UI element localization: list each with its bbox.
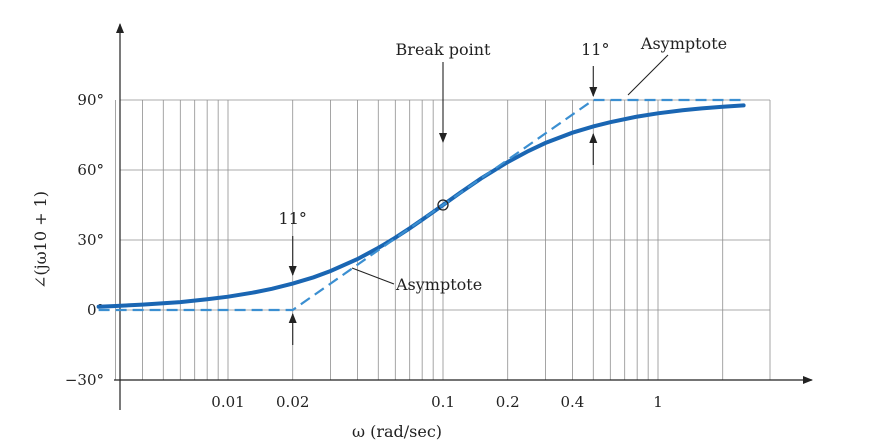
lower-asymptote-leader: [351, 267, 395, 285]
tick-labels: 0.01 0.02 0.1 0.2 0.4 190°60°30°0°−30°: [65, 91, 663, 411]
x-tick-label: 0.2: [496, 393, 520, 411]
y-tick-label: −30°: [65, 371, 104, 389]
x-tick-label: 0.4: [561, 393, 585, 411]
y-tick-label: 60°: [77, 161, 104, 179]
x-tick-label: 0.02: [276, 393, 309, 411]
x-tick-label: 0.01: [211, 393, 244, 411]
upper-asymptote-label: Asymptote: [640, 34, 727, 53]
break-point-label: Break point: [396, 40, 491, 59]
series: [96, 98, 746, 312]
break-point-marker: [437, 199, 449, 211]
y-tick-label: 30°: [77, 231, 104, 249]
lower-gap-label: 11°: [279, 209, 307, 228]
upper-asymptote-leader: [627, 54, 669, 96]
y-axis-label: ∠(jω10 + 1): [31, 191, 50, 289]
x-axis-label: ω (rad/sec): [352, 422, 442, 441]
x-tick-label: 1: [653, 393, 663, 411]
x-tick-label: 0.1: [431, 393, 455, 411]
upper-gap-label: 11°: [581, 40, 609, 59]
asymptote-line: [98, 98, 744, 312]
annotations: Break point 11° Asymptote 11° Asymptote: [279, 34, 727, 345]
exact-phase-curve: [96, 103, 746, 309]
axes: [114, 23, 813, 410]
lower-asymptote-label: Asymptote: [395, 275, 482, 294]
y-tick-label: 90°: [77, 91, 104, 109]
